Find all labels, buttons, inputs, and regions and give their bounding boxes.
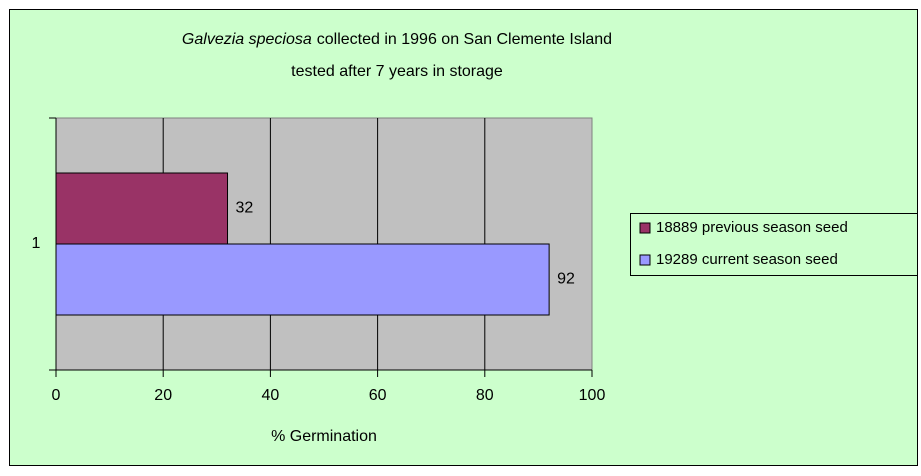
data-label: 92 [557,271,575,288]
x-tick-label: 40 [262,387,280,404]
bar [55,243,550,316]
data-label: 32 [236,200,254,217]
chart-subtitle: tested after 7 years in storage [291,63,503,80]
x-tick-label: 60 [369,387,387,404]
bar [55,172,229,245]
legend-swatch [639,222,651,234]
legend [630,213,918,276]
y-tick-label: 1 [32,235,41,252]
chart-title: Galvezia speciosa collected in 1996 on Sa… [182,31,612,48]
x-tick-label: 80 [476,387,494,404]
x-axis-title: % Germination [271,428,377,445]
title-rest: collected in 1996 on San Clemente Island [317,31,612,48]
x-tick-label: 100 [579,387,606,404]
legend-label: 19289 current season seed [656,251,838,268]
x-tick-label: 20 [154,387,172,404]
legend-label: 18889 previous season seed [656,219,848,236]
title-italic: Galvezia speciosa [182,31,312,48]
x-tick-label: 0 [52,387,61,404]
legend-swatch [639,254,651,266]
